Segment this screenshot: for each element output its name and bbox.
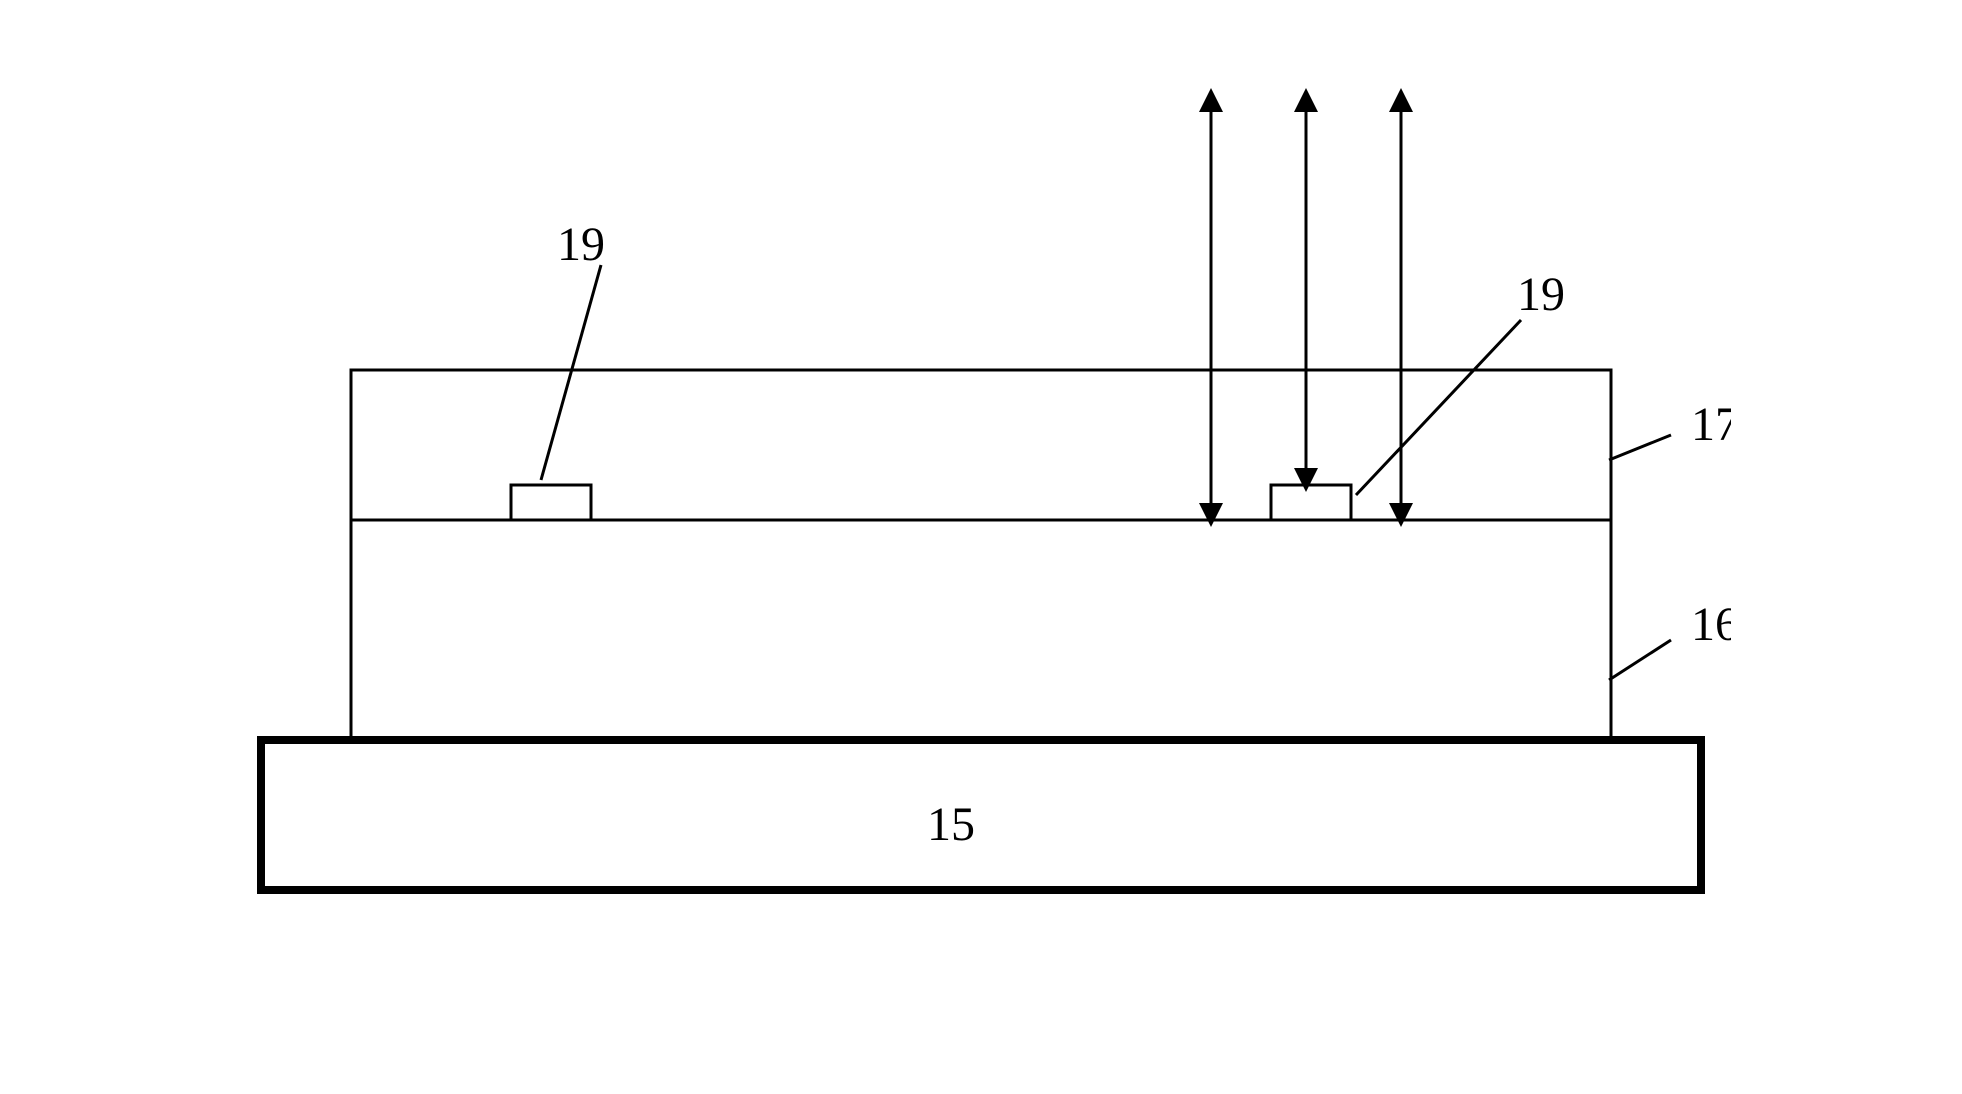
top-block	[351, 370, 1611, 520]
diagram-container: 15 16 17 19 19	[231, 40, 1731, 940]
technical-diagram: 15 16 17 19 19	[231, 40, 1731, 940]
inner-box-right	[1271, 485, 1351, 520]
label-16: 16	[1691, 598, 1731, 651]
leader-19-right	[1356, 320, 1521, 495]
middle-block	[351, 520, 1611, 740]
inner-box-left	[511, 485, 591, 520]
base-block	[261, 740, 1701, 890]
label-19-right: 19	[1517, 268, 1565, 321]
leader-17	[1609, 435, 1671, 460]
leader-16	[1609, 640, 1671, 680]
base-block-label: 15	[927, 798, 975, 851]
leader-19-left	[541, 265, 601, 480]
label-17: 17	[1691, 398, 1731, 451]
label-19-left: 19	[557, 218, 605, 271]
